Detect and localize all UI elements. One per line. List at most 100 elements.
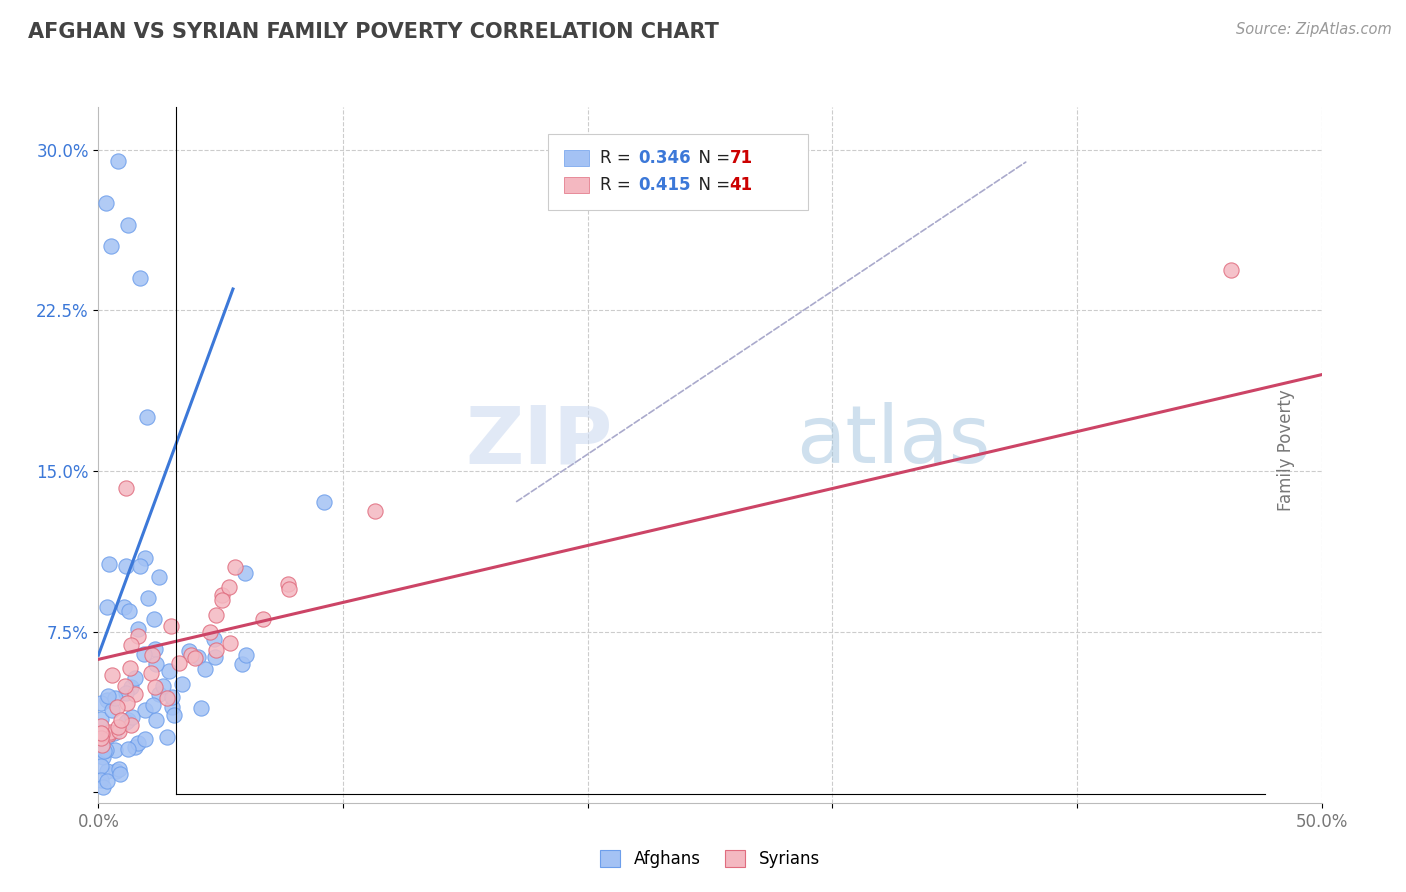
Point [260, 655, 283, 669]
Text: Source: ZipAtlas.com: Source: ZipAtlas.com [1236, 22, 1392, 37]
Point [411, 499, 433, 513]
Text: R =: R = [600, 149, 637, 167]
Point [180, 756, 202, 770]
Point [274, 587, 297, 601]
Point [205, 640, 228, 654]
Point [215, 649, 238, 664]
Point [214, 605, 236, 619]
Point [229, 612, 252, 626]
Point [215, 635, 238, 649]
Text: 0.346: 0.346 [638, 149, 690, 167]
Point [173, 681, 195, 695]
Point [225, 683, 247, 698]
Point [194, 710, 217, 724]
Point [169, 741, 191, 756]
Point [184, 758, 207, 772]
Point [250, 643, 273, 657]
Point [191, 733, 214, 747]
Point [333, 571, 356, 585]
Point [190, 689, 212, 703]
Point [191, 216, 214, 230]
Point [197, 731, 219, 746]
Point [190, 706, 212, 721]
Point [180, 683, 202, 698]
Point [295, 640, 318, 655]
Point [197, 680, 219, 694]
Point [226, 722, 249, 736]
Point [270, 636, 292, 650]
Point [287, 554, 309, 568]
Point [187, 594, 209, 608]
Point [177, 660, 200, 674]
Text: AFGHAN VS SYRIAN FAMILY POVERTY CORRELATION CHART: AFGHAN VS SYRIAN FAMILY POVERTY CORRELAT… [28, 22, 718, 42]
Text: 71: 71 [730, 149, 752, 167]
Point [200, 622, 222, 636]
Legend: Afghans, Syrians: Afghans, Syrians [605, 833, 837, 864]
Point [172, 734, 194, 748]
Point [167, 711, 190, 725]
Point [274, 582, 297, 597]
Y-axis label: Family Poverty: Family Poverty [1277, 390, 1295, 511]
Point [201, 553, 224, 567]
Point [194, 702, 217, 716]
Point [188, 672, 211, 686]
Point [219, 564, 242, 578]
Point [174, 551, 197, 566]
Point [269, 602, 291, 616]
Point [209, 584, 232, 599]
Text: N =: N = [688, 176, 735, 194]
Point [176, 237, 198, 252]
Point [167, 719, 190, 733]
Point [176, 695, 198, 709]
Point [207, 545, 229, 559]
Point [179, 718, 201, 732]
Point [183, 754, 205, 768]
Point [197, 663, 219, 677]
Point [180, 734, 202, 748]
Point [191, 705, 214, 719]
Point [292, 649, 315, 664]
Point [181, 153, 204, 167]
Point [264, 618, 287, 632]
Point [256, 693, 278, 707]
Point [190, 476, 212, 491]
Point [186, 705, 208, 719]
Point [311, 605, 333, 619]
Point [228, 657, 250, 671]
Point [188, 679, 211, 693]
Point [212, 690, 235, 705]
Point [269, 642, 291, 657]
Point [245, 637, 267, 651]
Point [200, 727, 222, 741]
Point [232, 700, 254, 714]
Text: 41: 41 [730, 176, 752, 194]
Text: ZIP: ZIP [486, 398, 633, 475]
Point [172, 195, 194, 210]
Point [183, 713, 205, 727]
Point [218, 680, 240, 694]
Point [201, 269, 224, 284]
Point [167, 751, 190, 765]
Point [173, 685, 195, 699]
Point [167, 688, 190, 702]
Point [222, 672, 245, 686]
Text: N =: N = [688, 149, 735, 167]
Point [229, 692, 252, 706]
Point [176, 717, 198, 731]
Point [167, 764, 190, 778]
Point [335, 576, 357, 591]
Point [169, 730, 191, 744]
Point [190, 553, 212, 567]
Point [281, 574, 304, 588]
Point [200, 615, 222, 629]
Point [207, 723, 229, 738]
Point [167, 723, 190, 737]
Point [169, 772, 191, 786]
Point [236, 648, 259, 663]
Point [167, 704, 190, 718]
Point [212, 658, 235, 673]
Point [183, 715, 205, 730]
Point [194, 673, 217, 687]
Point [253, 643, 276, 657]
Point [174, 719, 197, 733]
